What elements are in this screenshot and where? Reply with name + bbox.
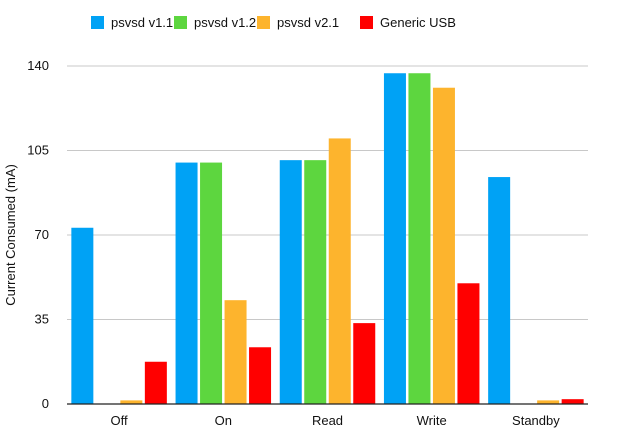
y-tick-label: 105 bbox=[27, 143, 49, 158]
bar bbox=[408, 73, 431, 404]
bar bbox=[353, 323, 376, 404]
bar bbox=[537, 400, 560, 404]
bars bbox=[71, 73, 584, 404]
bar bbox=[432, 87, 455, 404]
bar bbox=[71, 227, 94, 404]
x-tick-label: On bbox=[215, 413, 232, 428]
legend-label: Generic USB bbox=[380, 15, 456, 30]
y-tick-label: 35 bbox=[35, 312, 49, 327]
axes: 0 35 70 105 140 Off On Read Write Standby bbox=[27, 58, 588, 428]
legend-swatch bbox=[91, 16, 104, 29]
x-tick-label: Read bbox=[312, 413, 343, 428]
bar bbox=[120, 400, 143, 404]
bar bbox=[561, 399, 584, 404]
bar bbox=[175, 162, 198, 404]
legend-swatch bbox=[174, 16, 187, 29]
legend: psvsd v1.1 psvsd v1.2 psvsd v2.1 Generic US… bbox=[91, 15, 456, 30]
legend-label: psvsd v1.1 bbox=[111, 15, 173, 30]
bar bbox=[328, 138, 351, 404]
y-tick-label: 70 bbox=[35, 227, 49, 242]
legend-swatch bbox=[360, 16, 373, 29]
bar bbox=[304, 160, 327, 404]
bar bbox=[383, 73, 406, 404]
x-tick-label: Write bbox=[417, 413, 447, 428]
y-tick-label: 0 bbox=[42, 396, 49, 411]
bar bbox=[488, 177, 511, 404]
legend-swatch bbox=[257, 16, 270, 29]
bar bbox=[457, 283, 480, 404]
bar bbox=[249, 347, 272, 404]
legend-label: psvsd v2.1 bbox=[277, 15, 339, 30]
bar bbox=[224, 300, 247, 404]
bar bbox=[200, 162, 223, 404]
bar bbox=[144, 361, 167, 404]
legend-label: psvsd v1.2 bbox=[194, 15, 256, 30]
x-tick-label: Standby bbox=[512, 413, 560, 428]
y-tick-label: 140 bbox=[27, 58, 49, 73]
bar bbox=[279, 160, 302, 404]
x-tick-label: Off bbox=[111, 413, 128, 428]
y-axis-label: Current Consumed (mA) bbox=[3, 164, 18, 306]
